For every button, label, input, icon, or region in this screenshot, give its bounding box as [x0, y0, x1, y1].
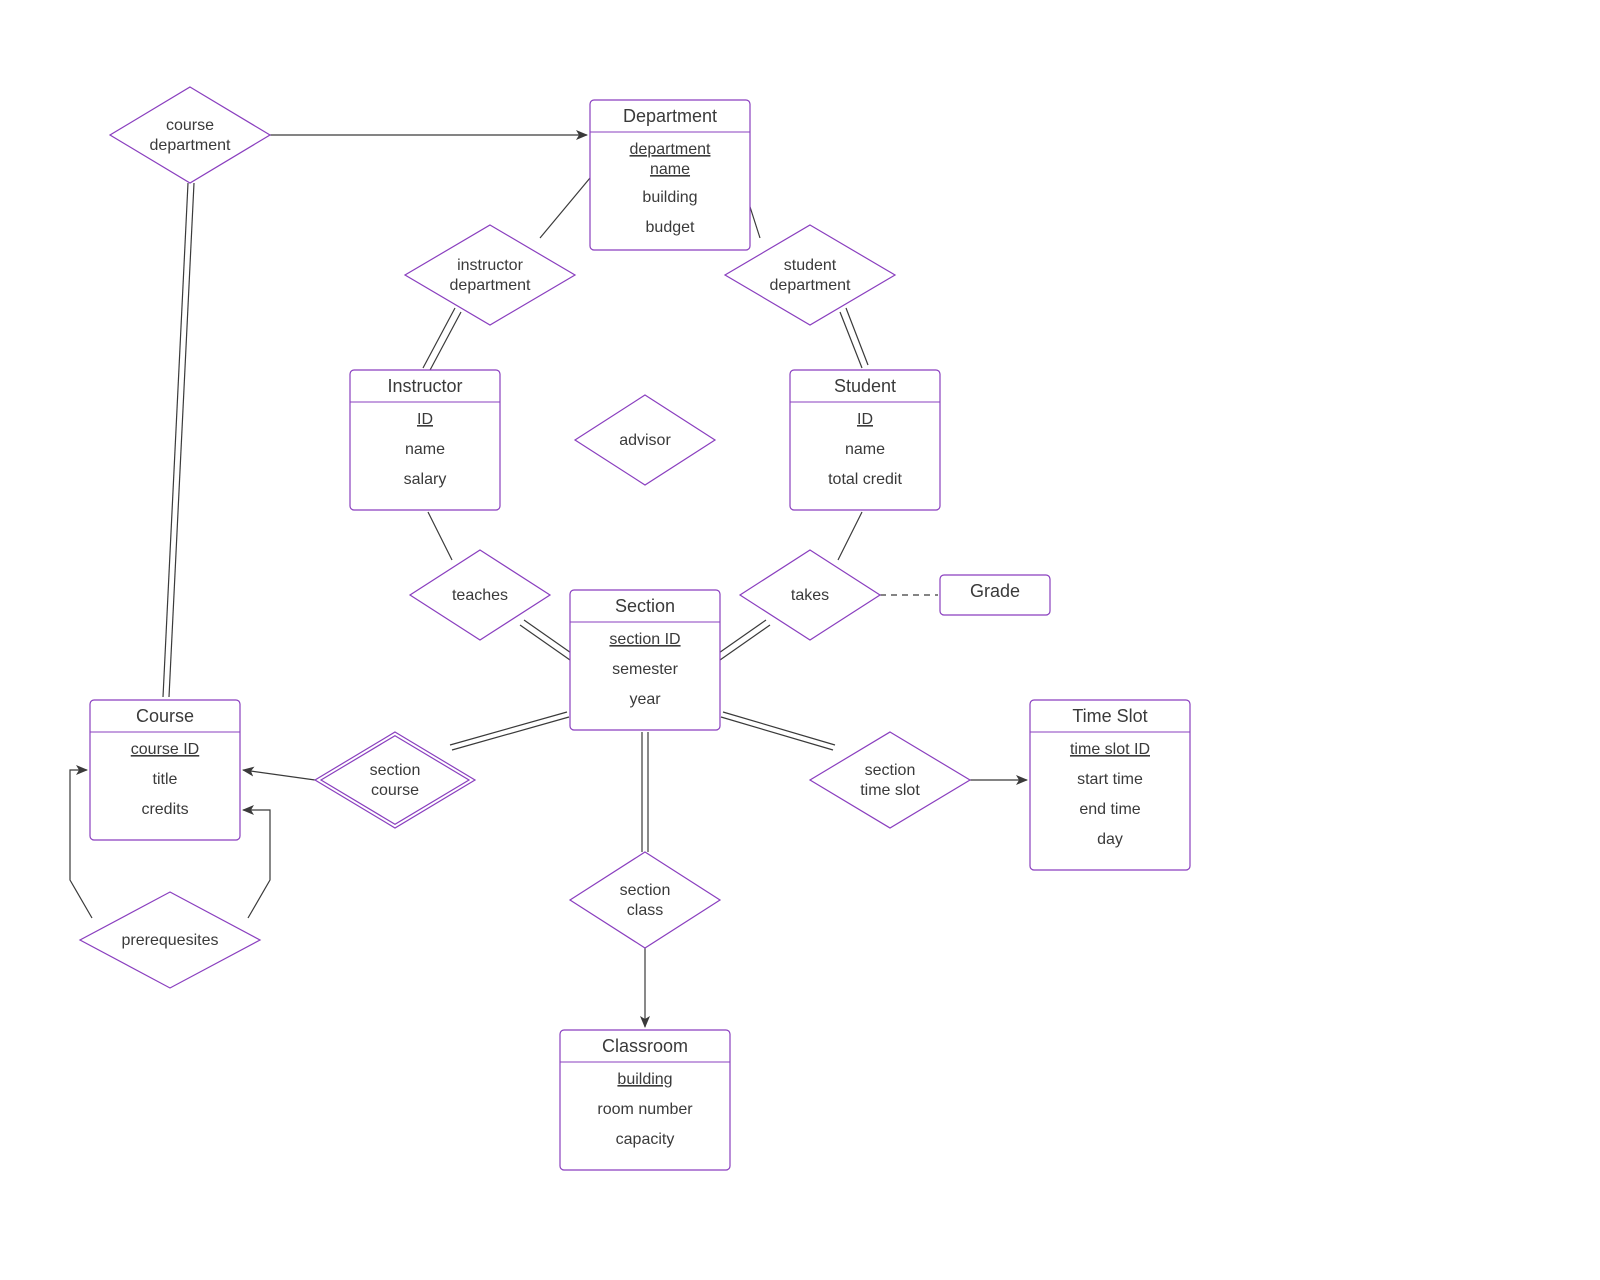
- relationship-label: department: [450, 277, 531, 294]
- entity-attr: credits: [141, 801, 188, 818]
- entity-attr: day: [1097, 831, 1123, 848]
- entity-department: Department department name building budget: [590, 100, 750, 250]
- entity-student: Student ID name total credit: [790, 370, 940, 510]
- relationship-label: department: [150, 137, 231, 154]
- entity-attr: semester: [612, 661, 678, 678]
- entity-attr: start time: [1077, 771, 1143, 788]
- entity-title: Classroom: [602, 1036, 688, 1056]
- relationship-course_department: course department: [110, 87, 270, 183]
- entity-grade: Grade: [940, 575, 1050, 615]
- relationship-section_time_slot: section time slot: [810, 732, 970, 828]
- entity-attr: ID: [857, 411, 873, 428]
- entity-attr: ID: [417, 411, 433, 428]
- entity-title: Section: [615, 596, 675, 616]
- entity-attr: name: [405, 441, 445, 458]
- entity-title: Grade: [970, 581, 1020, 601]
- er-diagram: Department department name building budget In…: [0, 0, 1600, 1280]
- entity-attr: department: [630, 141, 711, 158]
- relationship-label: class: [627, 902, 663, 919]
- entity-attr: capacity: [616, 1131, 675, 1148]
- entity-attr: room number: [597, 1101, 693, 1118]
- relationship-label: course: [166, 117, 214, 134]
- entity-time_slot: Time Slot time slot ID start time end time d…: [1030, 700, 1190, 870]
- relationship-prerequisites: prerequesites: [80, 892, 260, 988]
- entity-attr: salary: [404, 471, 447, 488]
- relationship-section_course: section course: [315, 732, 475, 828]
- entity-attr: name: [845, 441, 885, 458]
- entity-course: Course course ID title credits: [90, 700, 240, 840]
- entity-attr: time slot ID: [1070, 741, 1150, 758]
- relationship-section_class: section class: [570, 852, 720, 948]
- relationship-label: section: [865, 762, 916, 779]
- relationship-label: advisor: [619, 432, 671, 449]
- relationship-advisor: advisor: [575, 395, 715, 485]
- entity-attr: course ID: [131, 741, 199, 758]
- relationship-label: teaches: [452, 587, 508, 604]
- entity-attr: building: [617, 1071, 672, 1088]
- entity-attr: budget: [646, 219, 695, 236]
- entity-attr: title: [153, 771, 178, 788]
- entity-section: Section section ID semester year: [570, 590, 720, 730]
- entity-title: Department: [623, 106, 717, 126]
- relationship-takes: takes: [740, 550, 880, 640]
- relationship-label: takes: [791, 587, 829, 604]
- entity-attr: end time: [1079, 801, 1140, 818]
- entity-attr: building: [642, 189, 697, 206]
- entity-title: Course: [136, 706, 194, 726]
- relationship-label: prerequesites: [122, 932, 219, 949]
- relationship-label: department: [770, 277, 851, 294]
- relationship-label: student: [784, 257, 837, 274]
- entity-title: Student: [834, 376, 896, 396]
- relationship-label: time slot: [860, 782, 920, 799]
- relationship-teaches: teaches: [410, 550, 550, 640]
- entity-attr: year: [629, 691, 661, 708]
- relationship-label: instructor: [457, 257, 523, 274]
- entity-attr: total credit: [828, 471, 902, 488]
- relationship-instructor_department: instructor department: [405, 225, 575, 325]
- relationship-label: section: [620, 882, 671, 899]
- entity-title: Instructor: [387, 376, 462, 396]
- entity-attr: section ID: [609, 631, 680, 648]
- entity-classroom: Classroom building room number capacity: [560, 1030, 730, 1170]
- entity-attr: name: [650, 161, 690, 178]
- relationship-label: course: [371, 782, 419, 799]
- relationship-label: section: [370, 762, 421, 779]
- entity-title: Time Slot: [1072, 706, 1147, 726]
- entity-instructor: Instructor ID name salary: [350, 370, 500, 510]
